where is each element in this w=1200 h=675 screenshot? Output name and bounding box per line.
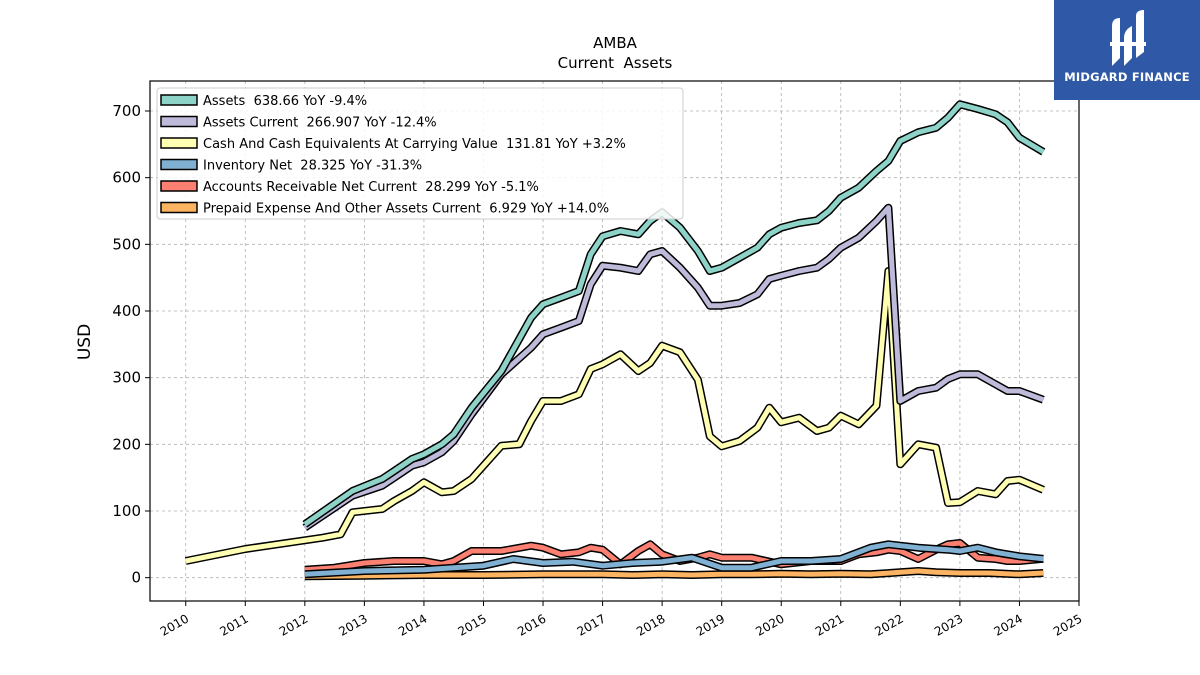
y-tick-label: 700	[112, 102, 141, 120]
brand-name: MIDGARD FINANCE	[1064, 70, 1190, 84]
legend-label: Accounts Receivable Net Current 28.299 Y…	[203, 180, 539, 195]
y-tick-label: 500	[112, 235, 141, 253]
y-tick-label: 400	[112, 302, 141, 320]
midgard-finance-logo: MIDGARD FINANCE	[1054, 0, 1200, 100]
legend-label: Inventory Net 28.325 YoY -31.3%	[203, 159, 422, 174]
legend-swatch	[160, 137, 198, 149]
x-tick-label: 2025	[1051, 611, 1084, 638]
x-tick-label: 2024	[991, 611, 1024, 638]
chart-subtitle: Current Assets	[558, 54, 673, 72]
legend-swatch	[160, 180, 198, 192]
legend-label: Cash And Cash Equivalents At Carrying Va…	[203, 137, 626, 152]
plot-frame	[149, 80, 1080, 602]
series-line-1	[302, 203, 1045, 532]
x-tick-label: 2017	[575, 611, 608, 638]
x-tick-label: 2013	[336, 611, 369, 638]
y-tick-label: 600	[112, 169, 141, 187]
series-line-5	[304, 567, 1044, 581]
legend-box	[156, 87, 684, 220]
y-tick-label: 100	[112, 502, 141, 520]
legend-swatch	[160, 94, 198, 106]
series-stroke	[303, 205, 1045, 530]
series-stroke	[304, 568, 1044, 579]
x-tick-label: 2016	[515, 611, 548, 638]
y-tick-label: 200	[112, 435, 141, 453]
x-tick-label: 2022	[872, 611, 905, 638]
x-tick-label: 2020	[753, 611, 786, 638]
series-line-0	[302, 100, 1046, 528]
y-tick-label: 300	[112, 369, 141, 387]
y-tick-label: 0	[131, 569, 141, 587]
chart-title: AMBA	[593, 34, 637, 52]
x-tick-label: 2021	[813, 611, 846, 638]
series-stroke	[185, 268, 1045, 564]
x-tick-label: 2010	[158, 611, 191, 638]
series-line-3	[304, 540, 1044, 579]
series-layer	[184, 100, 1046, 581]
series-stroke	[304, 541, 1044, 577]
legend-label: Assets 638.66 YoY -9.4%	[203, 94, 367, 109]
x-tick-label: 2014	[396, 611, 429, 638]
series-outline	[302, 203, 1045, 532]
y-axis-label: USD	[75, 324, 95, 360]
x-tick-label: 2012	[277, 611, 310, 638]
legend-swatch	[160, 115, 198, 128]
legend: Assets 638.66 YoY -9.4% Assets Current 26…	[156, 87, 684, 220]
legend-swatch	[160, 201, 198, 214]
midgard-logo-icon	[1110, 10, 1146, 66]
series-line-2	[184, 267, 1045, 565]
x-tick-label: 2019	[694, 611, 727, 638]
x-tick-label: 2023	[932, 611, 965, 638]
legend-label: Assets Current 266.907 YoY -12.4%	[203, 116, 437, 131]
legend-label: Prepaid Expense And Other Assets Current…	[203, 202, 609, 217]
series-stroke	[303, 101, 1045, 527]
x-tick-label: 2011	[217, 611, 250, 638]
legend-swatch	[160, 158, 198, 171]
x-tick-label: 2018	[634, 611, 667, 638]
x-tick-label: 2015	[456, 611, 489, 638]
